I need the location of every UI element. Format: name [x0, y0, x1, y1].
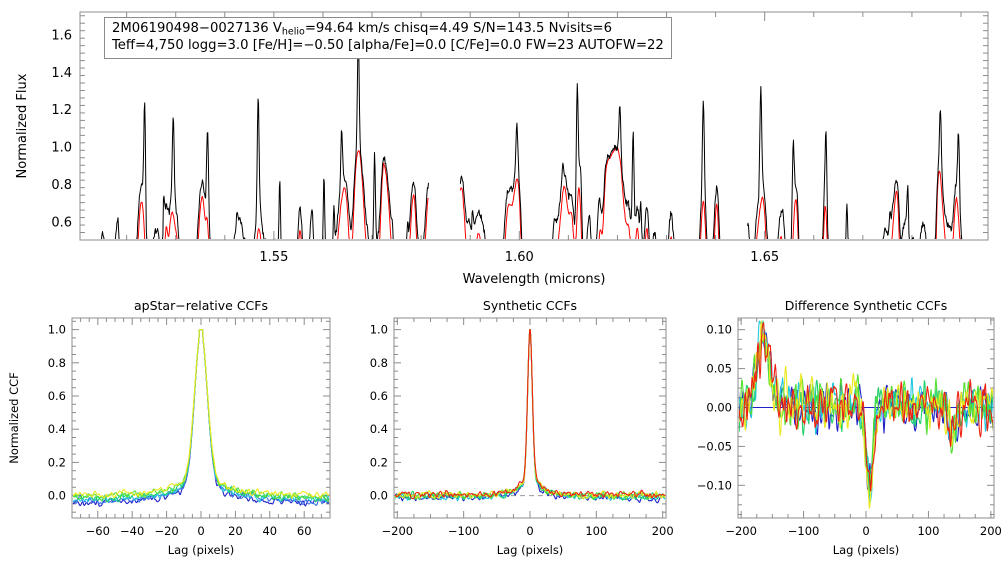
svg-text:1.0: 1.0	[370, 323, 388, 337]
svg-text:200: 200	[980, 524, 1002, 538]
svg-text:−0.05: −0.05	[697, 439, 732, 453]
svg-text:Lag (pixels): Lag (pixels)	[168, 543, 235, 557]
ccf-series-visit5	[395, 329, 665, 500]
svg-text:Lag (pixels): Lag (pixels)	[497, 543, 564, 557]
ccf-series-visit5	[739, 320, 993, 509]
info-line-2: Teff=4,750 logg=3.0 [Fe/H]=−0.50 [alpha/…	[112, 38, 664, 54]
svg-text:20: 20	[228, 524, 243, 538]
svg-text:0.8: 0.8	[48, 356, 66, 370]
info-line-1-rest: =94.64 km/s chisq=4.49 S/N=143.5 Nvisits…	[304, 21, 612, 36]
svg-text:Normalized Flux: Normalized Flux	[15, 73, 30, 178]
svg-text:−100: −100	[788, 524, 820, 538]
ccf-panel-synthetic: Synthetic CCFs −200 −100 0 100 200 0.0 0.2 0.4 0.…	[336, 292, 676, 576]
ccf-panel-apstar: apStar−relative CCFs −60 −40 −20 0 20 40 60 0.0 0…	[0, 292, 340, 576]
svg-text:−100: −100	[448, 524, 480, 538]
svg-text:0.0: 0.0	[48, 489, 66, 503]
svg-text:40: 40	[262, 524, 277, 538]
ccf-series-visit6	[73, 329, 329, 499]
svg-text:−60: −60	[86, 524, 110, 538]
spectrum-panel: 1.55 1.60 1.65 0.6 0.8 1.0 1.2 1.4 1.6 Wavelength…	[15, 11, 989, 287]
ccf-series-visit2	[739, 320, 993, 504]
svg-text:100: 100	[585, 524, 607, 538]
svg-text:1.55: 1.55	[259, 250, 288, 265]
ccf-series-visit6	[395, 329, 665, 500]
ccf-series-visit6	[739, 322, 993, 492]
spectrum-info-box: 2M06190498−0027136 Vhelio=94.64 km/s chi…	[104, 17, 672, 60]
svg-text:Normalized CCF: Normalized CCF	[7, 372, 21, 464]
svg-text:0.4: 0.4	[370, 422, 388, 436]
svg-text:0.4: 0.4	[48, 422, 66, 436]
info-line-1: 2M06190498−0027136 Vhelio=94.64 km/s chi…	[112, 21, 664, 38]
svg-text:0.8: 0.8	[51, 178, 72, 193]
ccf-series-visit4	[73, 329, 329, 503]
svg-text:−0.10: −0.10	[697, 478, 732, 492]
svg-text:Lag (pixels): Lag (pixels)	[833, 543, 900, 557]
svg-text:1.0: 1.0	[51, 141, 72, 156]
info-line-1-main: 2M06190498−0027136 V	[112, 21, 282, 36]
svg-text:1.65: 1.65	[750, 250, 779, 265]
info-line-1-subscript: helio	[281, 26, 305, 38]
svg-text:1.0: 1.0	[48, 323, 66, 337]
svg-text:200: 200	[652, 524, 674, 538]
ccf-series-visit2	[395, 329, 665, 502]
svg-text:0: 0	[526, 524, 533, 538]
svg-text:0.0: 0.0	[370, 489, 388, 503]
svg-text:0.05: 0.05	[706, 362, 732, 376]
svg-text:0: 0	[197, 524, 204, 538]
ccf-series-visit3	[73, 329, 329, 503]
svg-text:−200: −200	[725, 524, 757, 538]
svg-text:1.6: 1.6	[51, 28, 72, 43]
ccf-series-visit1	[395, 329, 665, 504]
svg-text:60: 60	[297, 524, 312, 538]
svg-text:−40: −40	[120, 524, 144, 538]
svg-text:0.6: 0.6	[51, 215, 72, 230]
svg-text:0: 0	[862, 524, 869, 538]
ccf-series-visit4	[395, 329, 665, 501]
svg-text:0.2: 0.2	[48, 455, 66, 469]
svg-text:Wavelength (microns): Wavelength (microns)	[463, 272, 606, 287]
svg-text:1.4: 1.4	[51, 66, 72, 81]
ccf-series-visit5	[73, 329, 329, 502]
ccf-series-visit3	[395, 329, 665, 501]
svg-text:1.60: 1.60	[505, 250, 534, 265]
ccf-series-visit1	[73, 329, 329, 507]
svg-text:0.8: 0.8	[370, 356, 388, 370]
svg-text:0.2: 0.2	[370, 455, 388, 469]
svg-text:0.10: 0.10	[706, 323, 732, 337]
svg-text:Difference Synthetic CCFs: Difference Synthetic CCFs	[785, 298, 948, 313]
svg-text:0.6: 0.6	[370, 389, 388, 403]
ccf-panel-difference: Difference Synthetic CCFs −200 −100 0 100 200…	[672, 292, 1008, 576]
svg-text:apStar−relative CCFs: apStar−relative CCFs	[134, 298, 268, 313]
svg-text:1.2: 1.2	[51, 103, 72, 118]
svg-text:0.6: 0.6	[48, 389, 66, 403]
svg-text:−20: −20	[154, 524, 178, 538]
svg-text:−200: −200	[382, 524, 414, 538]
spectrum-synthetic-line	[137, 146, 961, 239]
svg-text:0.00: 0.00	[706, 400, 732, 414]
svg-text:100: 100	[917, 524, 939, 538]
svg-text:Synthetic CCFs: Synthetic CCFs	[483, 298, 577, 313]
spectrum-observed-line	[100, 30, 963, 239]
ccf-series-visit2	[73, 329, 329, 506]
